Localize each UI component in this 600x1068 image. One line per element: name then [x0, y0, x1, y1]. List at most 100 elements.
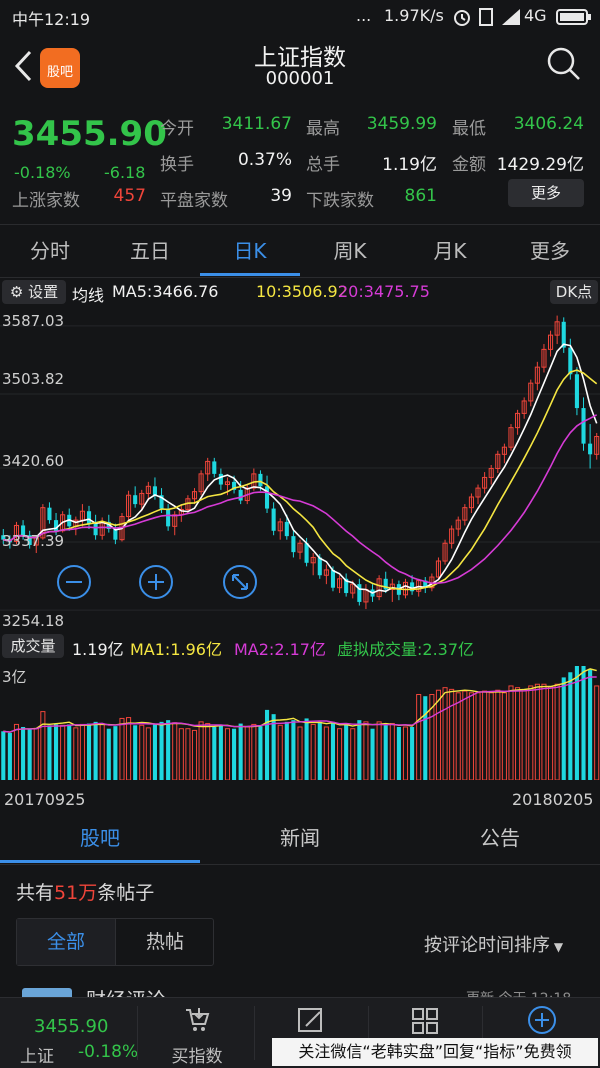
- page-header: 股吧 上证指数 000001: [0, 34, 600, 106]
- volume-bar: [317, 721, 322, 780]
- volume-bar: [508, 685, 514, 780]
- low-value: 3406.24: [513, 114, 584, 134]
- candle: [435, 560, 442, 578]
- high-label: 最高: [306, 119, 340, 139]
- candle: [501, 446, 507, 455]
- nav-divider-3: [368, 1006, 369, 1060]
- volume-bar: [67, 724, 72, 780]
- ma5-line: [3, 343, 598, 594]
- nav-buy-index[interactable]: 买指数: [137, 998, 257, 1068]
- volume-bar: [416, 694, 422, 780]
- filter-all[interactable]: 全部: [17, 919, 115, 965]
- candle: [568, 347, 573, 375]
- candle: [224, 481, 231, 486]
- tab-guba[interactable]: 股吧: [80, 826, 120, 850]
- candle: [159, 495, 164, 509]
- candle: [482, 476, 488, 489]
- candle: [172, 514, 178, 527]
- volume-bar: [21, 726, 26, 780]
- candle: [251, 473, 257, 489]
- status-time: 中午12:19: [12, 10, 91, 29]
- candle: [126, 494, 132, 518]
- tab-announcements[interactable]: 公告: [480, 826, 520, 850]
- tab-monthly-k[interactable]: 月K: [433, 239, 467, 263]
- tab-intraday[interactable]: 分时: [30, 239, 70, 263]
- volume-bar: [568, 672, 573, 780]
- ma20-value: 20:3475.75: [338, 282, 430, 301]
- grid-icon[interactable]: [410, 1006, 440, 1036]
- expand-icon[interactable]: [222, 564, 258, 600]
- date-end: 20180205: [512, 790, 594, 809]
- tab-daily-k[interactable]: 日K: [233, 239, 267, 263]
- tab-more[interactable]: 更多: [530, 239, 570, 263]
- dk-button[interactable]: DK点: [550, 280, 598, 304]
- volume-bar: [410, 726, 415, 780]
- volume-bar: [93, 721, 98, 780]
- volume-bar: [277, 724, 283, 780]
- zoom-out-icon[interactable]: [56, 564, 92, 600]
- nav-divider: [137, 1006, 138, 1060]
- candle: [548, 334, 554, 350]
- volume-bar: [191, 729, 198, 780]
- flat-count: 39: [270, 186, 292, 206]
- vol-ma2-line: [3, 676, 597, 733]
- volume-bar: [534, 683, 540, 780]
- volume-bar: [40, 711, 46, 780]
- post-count-suffix: 条帖子: [97, 882, 155, 904]
- edit-icon[interactable]: [296, 1006, 326, 1036]
- guba-badge-label: 股吧: [46, 65, 73, 80]
- current-price: 3455.90: [12, 114, 167, 154]
- volume-bar: [350, 728, 356, 780]
- volume-bar: [462, 690, 468, 780]
- volume-bar: [482, 690, 488, 780]
- sort-dropdown[interactable]: 按评论时间排序 ▼: [424, 931, 563, 957]
- volume-bar: [297, 726, 303, 780]
- more-button[interactable]: 更多: [508, 179, 584, 207]
- candle: [449, 528, 455, 544]
- post-count-value: 51万: [54, 882, 98, 904]
- volume-label: 总手: [306, 155, 340, 175]
- volume-chart[interactable]: [0, 660, 600, 780]
- volume-bar: [212, 726, 217, 780]
- candlestick-chart[interactable]: [0, 306, 600, 636]
- volume-bar: [561, 677, 566, 780]
- status-more: ...: [356, 6, 372, 25]
- down-count: 861: [404, 186, 437, 206]
- volume-bar: [244, 726, 250, 780]
- chevron-down-icon: ▼: [550, 940, 564, 954]
- filter-hot[interactable]: 热帖: [115, 919, 214, 965]
- candle: [330, 569, 336, 588]
- volume-button[interactable]: 成交量: [2, 634, 64, 658]
- volume-bar: [54, 724, 59, 780]
- guba-badge[interactable]: 股吧: [40, 48, 80, 88]
- watermark-banner: 关注微信“老韩实盘”回复“指标”免费领: [272, 1038, 598, 1066]
- add-watchlist-icon[interactable]: [526, 1004, 558, 1036]
- tab-five-day[interactable]: 五日: [130, 239, 170, 263]
- tab-news[interactable]: 新闻: [280, 826, 320, 850]
- back-icon[interactable]: [12, 50, 34, 82]
- settings-button[interactable]: ⚙ 设置: [2, 280, 66, 304]
- change-pct: -0.18%: [14, 163, 71, 182]
- candle: [258, 473, 263, 487]
- candle: [93, 523, 98, 536]
- candle: [534, 366, 540, 384]
- candle: [218, 473, 223, 485]
- volume-bar: [594, 685, 600, 780]
- search-icon[interactable]: [546, 46, 582, 82]
- zoom-in-icon[interactable]: [138, 564, 174, 600]
- candle: [442, 542, 448, 562]
- candle: [27, 535, 32, 546]
- nav-quote[interactable]: 3455.90 上证 -0.18%: [10, 998, 138, 1068]
- volume-bar: [178, 728, 184, 780]
- turnover-label: 换手: [160, 155, 194, 175]
- candle: [389, 583, 395, 590]
- candle: [21, 525, 26, 536]
- candle: [495, 453, 501, 470]
- volume-bar: [389, 723, 395, 780]
- price-tick-2: 3503.82: [2, 370, 65, 388]
- volume-bar: [541, 683, 547, 780]
- tab-weekly-k[interactable]: 周K: [333, 239, 367, 263]
- candle: [376, 578, 382, 598]
- candle: [271, 508, 276, 531]
- candle: [337, 578, 343, 589]
